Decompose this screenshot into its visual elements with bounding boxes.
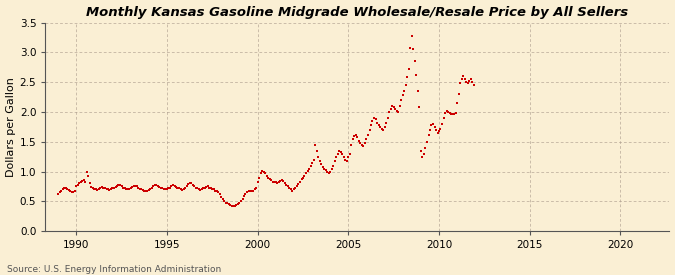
Title: Monthly Kansas Gasoline Midgrade Wholesale/Resale Price by All Sellers: Monthly Kansas Gasoline Midgrade Wholesa… xyxy=(86,6,628,18)
Y-axis label: Dollars per Gallon: Dollars per Gallon xyxy=(5,77,16,177)
Text: Source: U.S. Energy Information Administration: Source: U.S. Energy Information Administ… xyxy=(7,265,221,274)
